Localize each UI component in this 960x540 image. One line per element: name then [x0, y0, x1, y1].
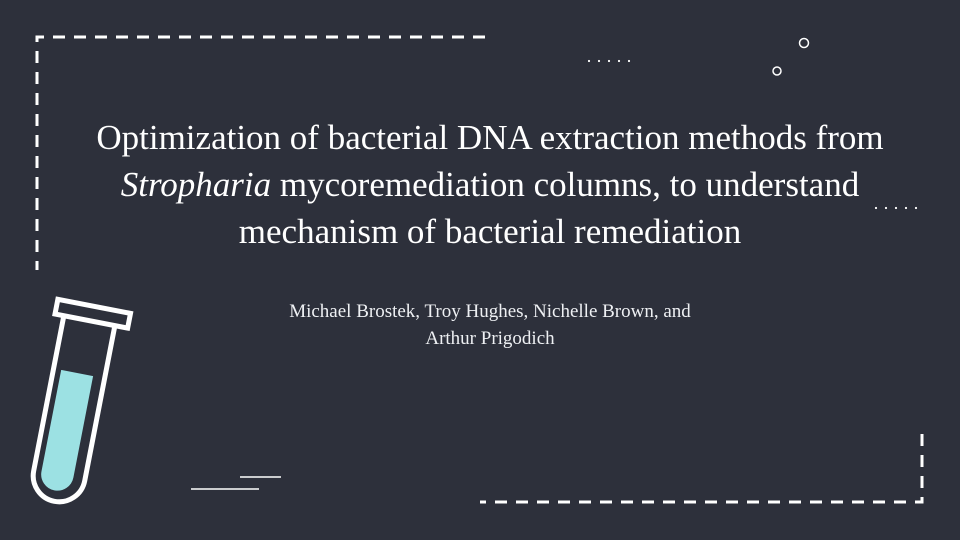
slide-authors: Michael Brostek, Troy Hughes, Nichelle B… — [200, 298, 780, 352]
title-line-3: mechanism of bacterial remediation — [238, 212, 742, 251]
slide-title: Optimization of bacterial DNA extraction… — [30, 114, 950, 255]
authors-line-2: Arthur Prigodich — [425, 328, 555, 349]
title-genus: Stropharia — [120, 165, 272, 204]
authors-line-1: Michael Brostek, Troy Hughes, Nichelle B… — [289, 301, 691, 322]
dots-accent-right — [874, 206, 918, 210]
dashed-frame-top-left — [35, 35, 485, 270]
title-line-1: Optimization of bacterial DNA extraction… — [96, 118, 884, 157]
dots-accent-top — [587, 59, 631, 63]
small-ring-upper — [798, 37, 810, 49]
test-tube-icon — [30, 296, 134, 505]
small-ring-lower — [772, 66, 782, 76]
dashed-frame-bottom-right — [480, 434, 924, 504]
title-line-2: mycoremediation columns, to understand — [271, 165, 860, 204]
